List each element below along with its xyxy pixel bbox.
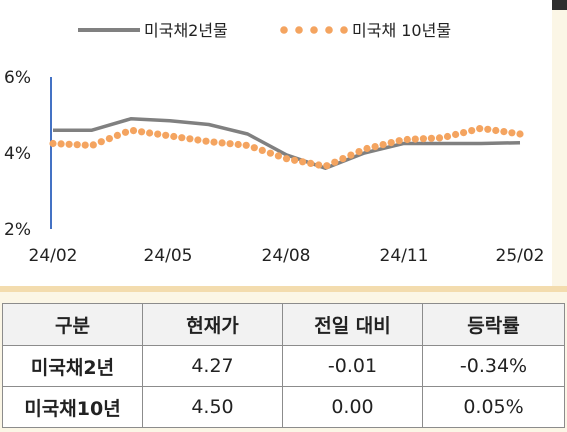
x-tick-label-2405: 24/05 bbox=[144, 246, 193, 266]
row-label: 미국채10년 bbox=[2, 386, 143, 428]
series-point-10y bbox=[387, 139, 395, 147]
series-point-10y bbox=[258, 146, 266, 154]
cell-change: -0.01 bbox=[282, 345, 423, 387]
series-point-10y bbox=[363, 144, 371, 153]
series-point-10y bbox=[355, 148, 363, 156]
cell-price: 4.27 bbox=[142, 345, 283, 387]
x-tick-label-2502: 25/02 bbox=[496, 246, 545, 266]
series-point-10y bbox=[435, 134, 444, 142]
rates-table: 구분 현재가 전일 대비 등락률 미국채2년 4.27 -0.01 -0.34%… bbox=[2, 303, 565, 428]
series-point-10y bbox=[291, 156, 299, 164]
series-point-10y bbox=[403, 135, 411, 144]
series-point-10y bbox=[250, 144, 258, 152]
header-change: 전일 대비 bbox=[282, 303, 423, 346]
chart-legend: 미국채2년물 미국채 10년물 bbox=[78, 21, 451, 40]
series-point-10y bbox=[170, 132, 178, 141]
legend-swatch-10y bbox=[280, 26, 348, 34]
series-point-10y bbox=[242, 141, 250, 149]
decorative-separator bbox=[0, 286, 567, 292]
series-point-10y bbox=[323, 162, 331, 170]
header-price: 현재가 bbox=[142, 303, 283, 346]
legend-label-10y: 미국채 10년물 bbox=[352, 21, 451, 40]
row-label: 미국채2년 bbox=[2, 345, 143, 387]
header-category: 구분 bbox=[2, 303, 143, 346]
series-point-10y bbox=[105, 135, 113, 143]
series-point-10y bbox=[315, 161, 323, 169]
x-tick-label-2408: 24/08 bbox=[262, 246, 311, 266]
x-tick-label-2411: 24/11 bbox=[380, 246, 429, 266]
series-layer bbox=[49, 117, 524, 170]
series-point-10y bbox=[146, 129, 154, 137]
series-point-10y bbox=[427, 134, 435, 142]
header-pct: 등락률 bbox=[422, 303, 565, 346]
series-point-10y bbox=[113, 131, 121, 139]
series-point-10y bbox=[500, 128, 508, 136]
table-header-row: 구분 현재가 전일 대비 등락률 bbox=[2, 303, 565, 346]
series-point-10y bbox=[516, 130, 524, 138]
series-point-10y bbox=[234, 140, 242, 149]
y-tick-label-2: 2% bbox=[4, 220, 31, 240]
series-point-10y bbox=[443, 132, 452, 141]
y-tick-label-4: 4% bbox=[4, 144, 31, 164]
decorative-corner-bar bbox=[552, 0, 567, 10]
y-tick-label-6: 6% bbox=[4, 68, 31, 88]
series-point-10y bbox=[419, 135, 427, 143]
series-point-10y bbox=[468, 127, 476, 135]
x-tick-label-2402: 24/02 bbox=[29, 246, 78, 266]
series-point-10y bbox=[266, 149, 274, 157]
series-point-10y bbox=[154, 130, 162, 138]
series-point-10y bbox=[371, 143, 379, 151]
series-point-10y bbox=[129, 127, 138, 135]
series-point-10y bbox=[81, 141, 89, 149]
series-point-10y bbox=[460, 129, 468, 137]
series-line-2y bbox=[53, 117, 521, 170]
cell-price: 4.50 bbox=[142, 386, 283, 428]
series-point-10y bbox=[476, 125, 484, 133]
series-point-10y bbox=[484, 125, 492, 133]
series-point-10y bbox=[282, 155, 291, 163]
series-point-10y bbox=[274, 152, 282, 160]
series-point-10y bbox=[49, 139, 57, 148]
table-row: 미국채2년 4.27 -0.01 -0.34% bbox=[2, 345, 565, 387]
y-axis-ticks: 6% 4% 2% bbox=[4, 68, 31, 240]
series-point-10y bbox=[97, 138, 105, 146]
x-axis-ticks: 24/02 24/05 24/08 24/11 25/02 bbox=[29, 246, 545, 266]
series-point-10y bbox=[508, 129, 516, 137]
series-point-10y bbox=[339, 155, 347, 163]
series-point-10y bbox=[492, 126, 500, 135]
series-point-10y bbox=[218, 139, 226, 147]
table-row: 미국채10년 4.50 0.00 0.05% bbox=[2, 386, 565, 428]
series-point-10y bbox=[194, 136, 202, 144]
series-point-10y bbox=[379, 141, 387, 149]
series-point-10y bbox=[89, 141, 97, 149]
series-point-10y bbox=[226, 140, 234, 148]
legend-label-2y: 미국채2년물 bbox=[144, 21, 228, 40]
series-dots-10y bbox=[49, 125, 524, 170]
series-point-10y bbox=[210, 138, 218, 146]
series-point-10y bbox=[202, 137, 210, 145]
series-point-10y bbox=[452, 130, 460, 139]
series-point-10y bbox=[178, 134, 186, 142]
series-point-10y bbox=[186, 135, 194, 143]
series-point-10y bbox=[138, 128, 146, 136]
series-point-10y bbox=[65, 140, 73, 148]
series-point-10y bbox=[73, 141, 81, 149]
series-point-10y bbox=[395, 137, 403, 145]
series-point-10y bbox=[299, 158, 307, 166]
series-point-10y bbox=[347, 151, 355, 159]
cell-pct: 0.05% bbox=[422, 386, 565, 428]
line-chart: 미국채2년물 미국채 10년물 6% 4% 2% 24/02 24/05 24/… bbox=[4, 21, 545, 266]
series-point-10y bbox=[162, 131, 170, 139]
series-point-10y bbox=[331, 158, 339, 166]
cell-pct: -0.34% bbox=[422, 345, 565, 387]
series-point-10y bbox=[57, 140, 65, 148]
series-point-10y bbox=[307, 159, 315, 167]
cell-change: 0.00 bbox=[282, 386, 423, 428]
series-point-10y bbox=[411, 135, 419, 143]
series-point-10y bbox=[121, 128, 130, 136]
